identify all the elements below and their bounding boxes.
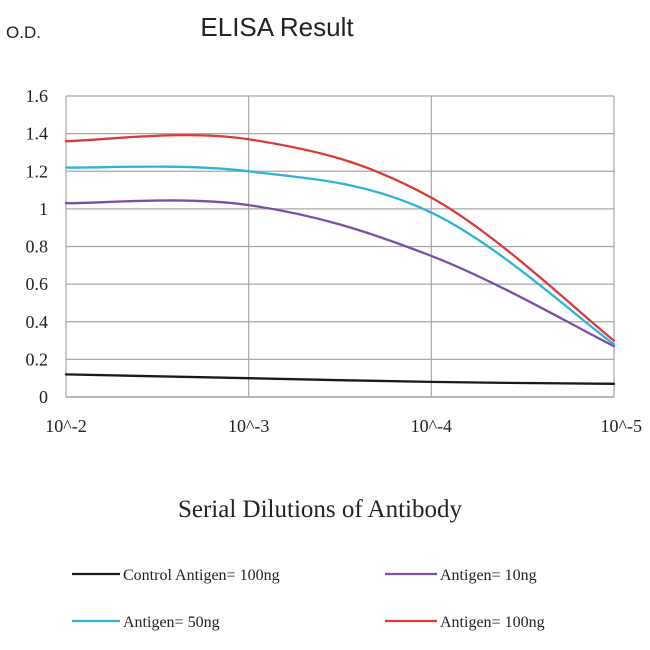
series-lines — [64, 133, 616, 385]
x-tick-labels: 10^-2 10^-3 10^-4 10^-5 — [45, 416, 642, 436]
y-tick-label: 1.6 — [26, 86, 49, 106]
legend: Control Antigen= 100ng Antigen= 10ng Antig… — [72, 567, 545, 631]
x-tick-label: 10^-3 — [228, 416, 269, 436]
series-line-1 — [64, 199, 616, 348]
legend-label: Antigen= 10ng — [440, 567, 537, 584]
x-tick-label: 10^-5 — [601, 416, 642, 436]
y-tick-label: 0 — [39, 387, 48, 407]
y-tick-label: 0.8 — [26, 237, 49, 257]
legend-entry-3: Antigen= 100ng — [385, 614, 545, 631]
y-tick-label: 0.4 — [26, 312, 49, 332]
y-tick-label: 0.2 — [26, 349, 49, 369]
legend-label: Control Antigen= 100ng — [123, 567, 280, 584]
grid — [65, 95, 615, 398]
x-tick-label: 10^-4 — [411, 416, 452, 436]
legend-entry-2: Antigen= 50ng — [72, 614, 220, 631]
y-tick-label: 1.2 — [26, 161, 49, 181]
x-axis-label: Serial Dilutions of Antibody — [178, 496, 463, 523]
y-tick-labels: 0 0.2 0.4 0.6 0.8 1 1.2 1.4 1.6 — [26, 86, 49, 407]
chart-title: ELISA Result — [200, 12, 354, 42]
legend-entry-1: Antigen= 10ng — [385, 567, 537, 584]
y-tick-label: 1.4 — [26, 124, 49, 144]
x-tick-label: 10^-2 — [45, 416, 86, 436]
legend-entry-0: Control Antigen= 100ng — [72, 567, 280, 584]
series-line-3 — [64, 133, 616, 342]
y-tick-label: 1 — [39, 199, 48, 219]
y-axis-label: O.D. — [6, 23, 41, 42]
series-line-2 — [64, 165, 616, 346]
y-tick-label: 0.6 — [26, 274, 49, 294]
legend-label: Antigen= 50ng — [123, 614, 220, 631]
series-line-0 — [64, 373, 616, 385]
legend-label: Antigen= 100ng — [440, 614, 545, 631]
